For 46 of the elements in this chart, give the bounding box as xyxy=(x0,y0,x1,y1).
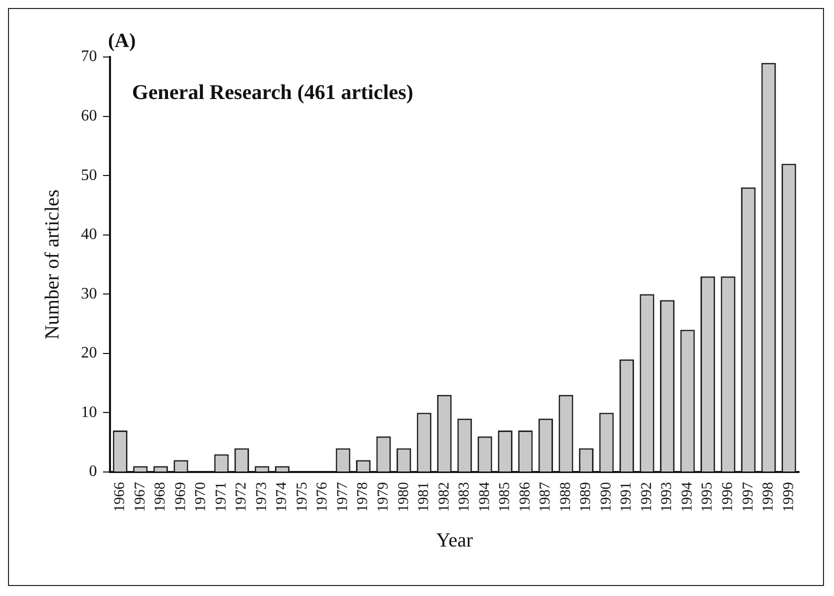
y-tick-label: 10 xyxy=(81,404,97,421)
x-tick-label: 1973 xyxy=(254,482,270,512)
y-tick-label: 30 xyxy=(81,285,97,302)
x-tick-label: 1983 xyxy=(456,482,473,512)
x-tick-label: 1991 xyxy=(618,482,635,512)
x-tick-label: 1978 xyxy=(355,482,372,512)
x-tick-label: 1998 xyxy=(760,482,777,512)
x-tick-label: 1986 xyxy=(517,482,534,512)
x-tick-label: 1967 xyxy=(132,482,148,512)
x-tick-label: 1974 xyxy=(274,482,290,512)
chart-title: (A) xyxy=(108,30,136,52)
x-tick-label: 1976 xyxy=(314,482,331,512)
y-tick-label: 60 xyxy=(81,107,97,124)
x-tick-label: 1977 xyxy=(334,482,351,512)
x-tick-label: 1970 xyxy=(193,482,210,512)
x-tick-label: 1994 xyxy=(679,482,696,512)
y-tick-label: 40 xyxy=(81,226,97,244)
x-tick-label: 1982 xyxy=(436,482,452,512)
y-tick-label: 0 xyxy=(89,463,97,480)
x-tick-label: 1969 xyxy=(172,482,189,512)
x-tick-label: 1988 xyxy=(558,482,574,512)
x-tick-label: 1999 xyxy=(780,482,797,512)
x-tick-label: 1996 xyxy=(720,482,736,512)
x-tick-label: 1975 xyxy=(294,482,310,512)
x-tick-label: 1992 xyxy=(638,482,655,512)
y-axis-title: Number of articles xyxy=(41,189,64,340)
x-tick-label: 1987 xyxy=(538,482,554,512)
x-axis-title: Year xyxy=(436,529,474,552)
y-tick-label: 50 xyxy=(81,166,97,184)
x-tick-label: 1990 xyxy=(598,482,614,512)
x-tick-label: 1980 xyxy=(396,482,412,512)
y-tick-label: 20 xyxy=(81,344,97,362)
x-tick-label: 1995 xyxy=(700,482,716,512)
x-tick-label: 1993 xyxy=(659,482,676,512)
y-tick-label: 70 xyxy=(81,48,97,66)
x-tick-label: 1971 xyxy=(213,482,230,512)
x-tick-label: 1968 xyxy=(152,482,169,512)
x-tick-label: 1979 xyxy=(376,482,392,512)
x-tick-label: 1972 xyxy=(234,482,250,512)
x-tick-label: 1985 xyxy=(497,482,514,512)
x-tick-label: 1981 xyxy=(416,482,432,512)
x-tick-label: 1966 xyxy=(112,482,128,512)
x-tick-label: 1997 xyxy=(740,482,756,512)
annotation: General Research (461 articles) xyxy=(132,80,414,104)
x-tick-label: 1989 xyxy=(578,482,594,512)
x-tick-label: 1984 xyxy=(476,482,493,512)
